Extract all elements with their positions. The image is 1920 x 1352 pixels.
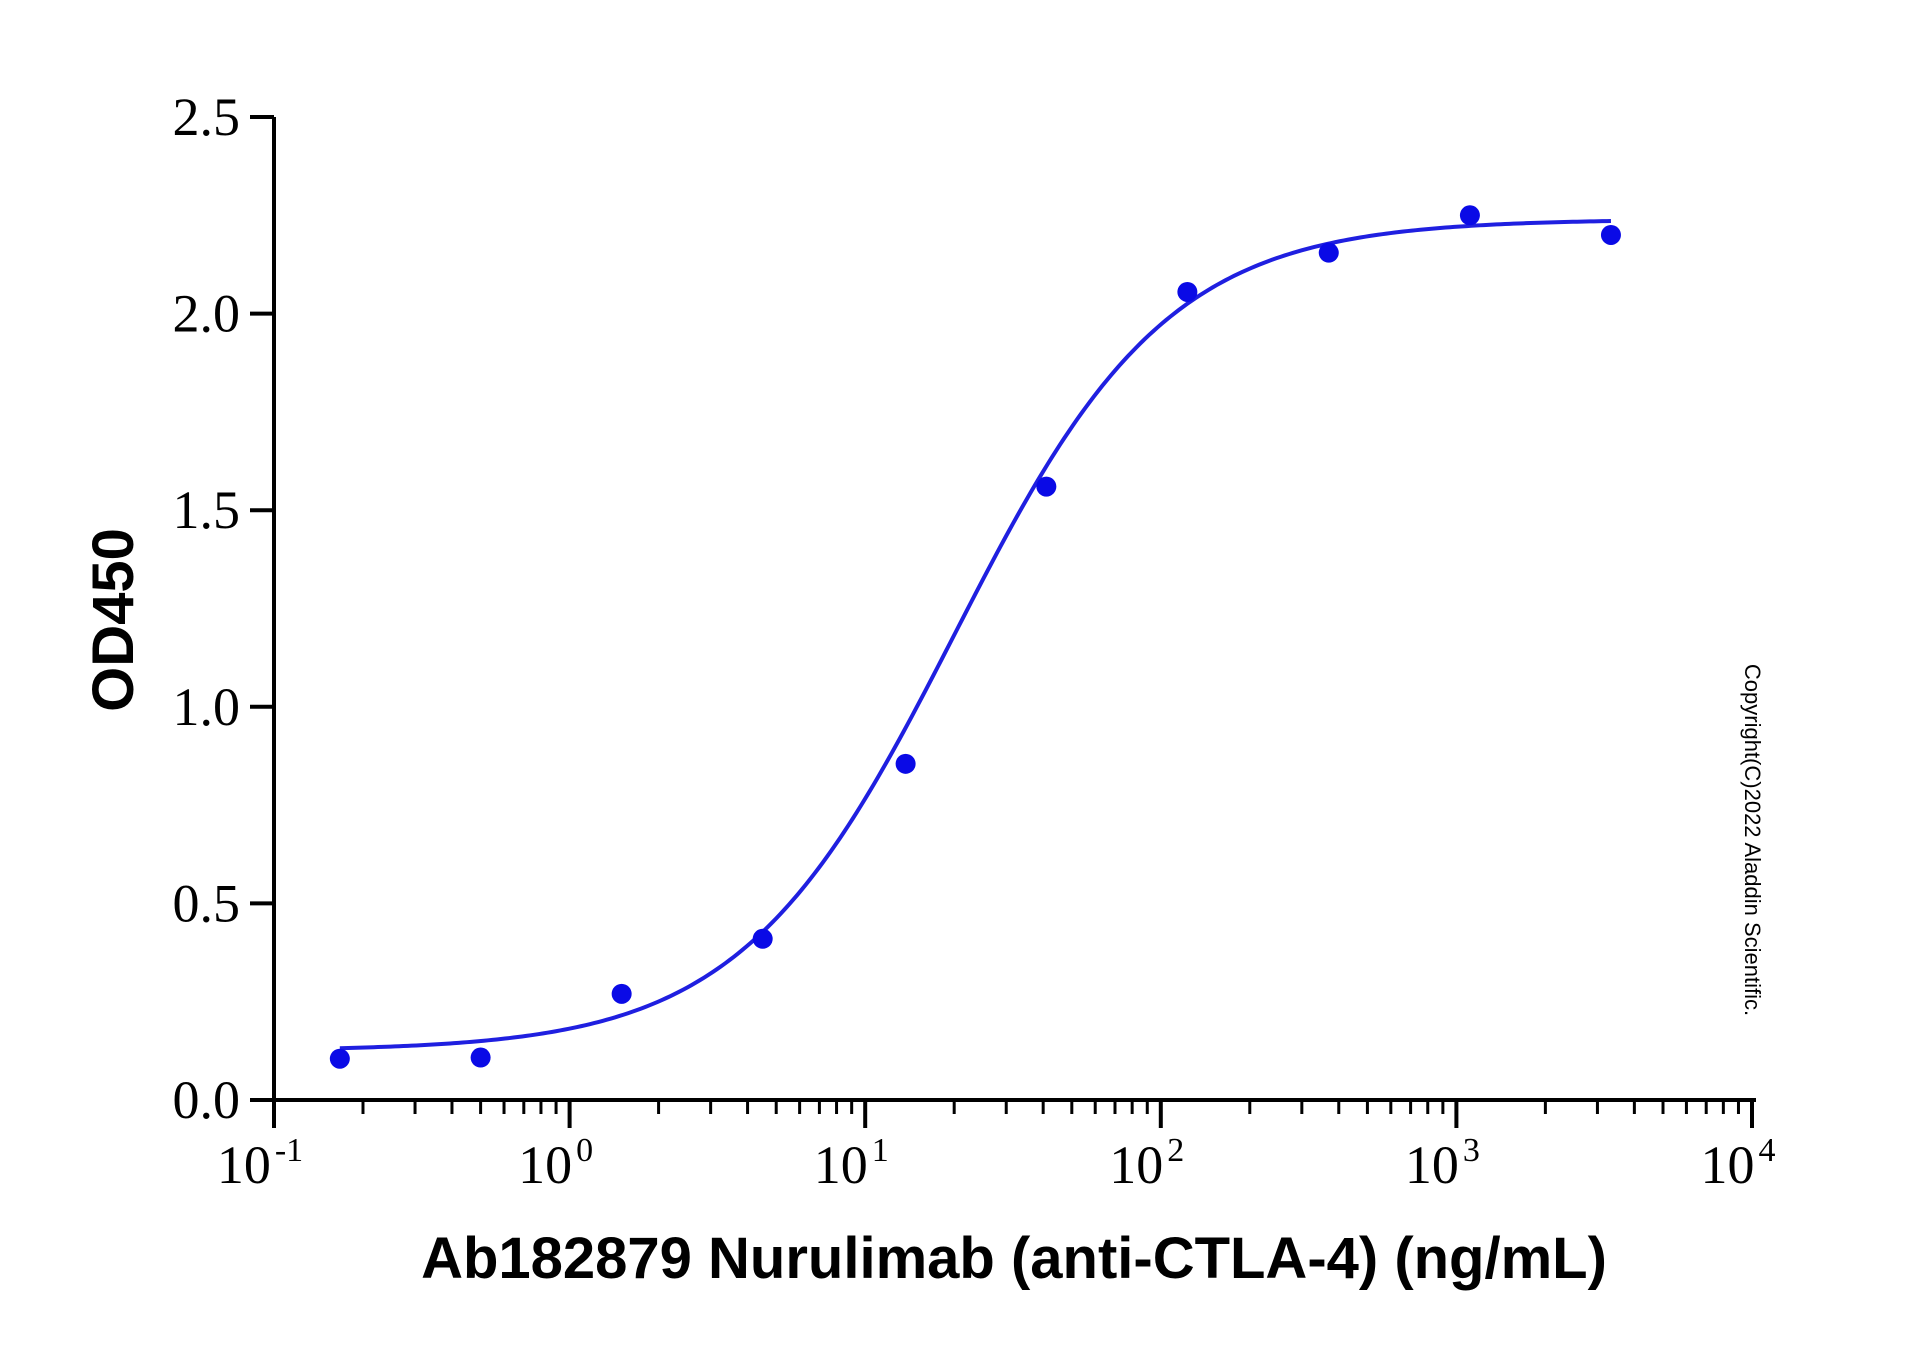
- data-point: [1459, 205, 1480, 226]
- data-point: [1600, 224, 1621, 245]
- data-point: [611, 983, 632, 1004]
- x-axis-title: Ab182879 Nurulimab (anti-CTLA-4) (ng/mL): [421, 1226, 1607, 1291]
- axes: [272, 117, 1756, 1102]
- y-tick-label: 2.0: [173, 284, 241, 344]
- y-axis-title: OD450: [81, 528, 146, 712]
- x-tick-label: 10 0: [518, 1132, 593, 1195]
- y-tick-label: 1.5: [173, 480, 241, 540]
- data-point: [752, 928, 773, 949]
- y-tick-label: 1.0: [173, 677, 241, 737]
- copyright-watermark: Copyright(C)2022 Aladdin Scientific.: [1740, 664, 1765, 1016]
- data-point: [329, 1048, 350, 1069]
- data-point: [1318, 242, 1339, 263]
- data-point: [470, 1047, 491, 1068]
- x-tick-label: 10 1: [814, 1132, 889, 1195]
- x-tick-label: 10 4: [1701, 1132, 1776, 1195]
- x-tick-label: 10 3: [1405, 1132, 1480, 1195]
- fit-curve: [339, 219, 1611, 1051]
- y-tick-label: 0.0: [173, 1070, 241, 1130]
- y-ticks: 0.0 0.5 1.0 1.5 2.0 2.5: [173, 87, 274, 1130]
- y-tick-label: 2.5: [173, 87, 241, 147]
- x-tick-label: 10 2: [1109, 1132, 1184, 1195]
- x-tick-label: 10 -1: [217, 1132, 303, 1195]
- y-tick-label: 0.5: [173, 873, 241, 933]
- plot-area: [329, 205, 1621, 1069]
- data-point: [895, 753, 916, 774]
- data-point: [1036, 476, 1057, 497]
- data-point: [1177, 281, 1198, 302]
- x-ticks: 10 -1 10 0 10 1 10 2 10 3 10 4: [217, 1100, 1776, 1195]
